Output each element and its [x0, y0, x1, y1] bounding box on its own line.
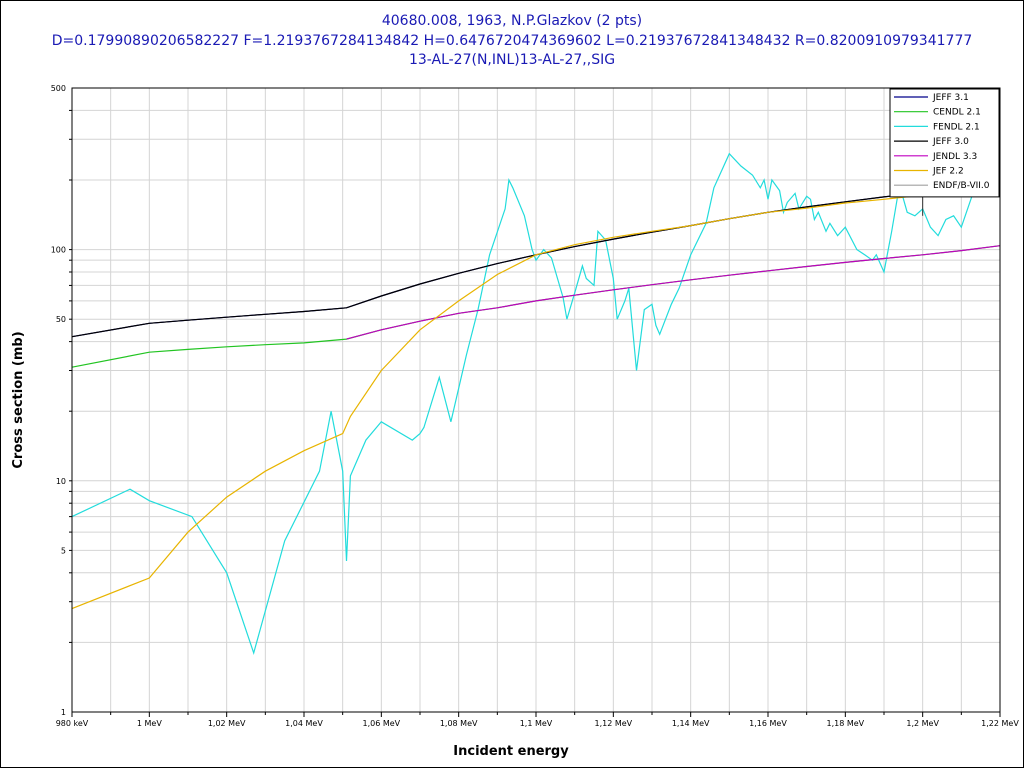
x-tick-label: 1,08 MeV: [440, 719, 478, 728]
series-line-jef-2-2: [71, 187, 1001, 610]
legend-label-jef-2-2: JEF 2.2: [932, 167, 964, 177]
legend-box: [889, 88, 1000, 198]
y-tick-label: 1: [61, 708, 66, 717]
x-tick-label: 1,14 MeV: [672, 719, 710, 728]
chart-title-line-2: D=0.17990890206582227 F=1.21937672841348…: [51, 33, 973, 49]
chart-title-line-3: 13-AL-27(N,INL)13-AL-27,,SIG: [408, 52, 616, 68]
y-tick-label: 10: [56, 477, 66, 486]
x-tick-label: 1,1 MeV: [520, 719, 553, 728]
x-tick-label: 980 keV: [56, 719, 89, 728]
legend-label-endf-b-vii-0: ENDF/B-VII.0: [933, 181, 990, 191]
x-tick-label: 1,06 MeV: [363, 719, 401, 728]
x-tick-label: 1,04 MeV: [285, 719, 323, 728]
x-tick-label: 1,02 MeV: [208, 719, 246, 728]
grid-lines: [72, 88, 1000, 712]
y-tick-label: 50: [56, 315, 66, 324]
y-tick-label: 500: [51, 84, 66, 93]
x-tick-label: 1,22 MeV: [981, 719, 1019, 728]
y-axis-title: Cross section (mb): [11, 331, 26, 468]
legend-label-cendl-2-1: CENDL 2.1: [933, 108, 981, 118]
y-tick-label: 100: [51, 246, 66, 255]
series-line-fendl-2-1: [71, 152, 974, 656]
x-axis-title: Incident energy: [453, 744, 569, 759]
x-tick-label: 1,16 MeV: [749, 719, 787, 728]
series-line-jendl-3-3: [346, 245, 1001, 340]
x-tick-label: 1 MeV: [137, 719, 162, 728]
series-line-jeff-3-0: [71, 182, 1001, 338]
legend-label-fendl-2-1: FENDL 2.1: [933, 122, 980, 132]
x-tick-label: 1,18 MeV: [827, 719, 865, 728]
x-tick-label: 1,2 MeV: [906, 719, 939, 728]
legend-label-jeff-3-0: JEFF 3.0: [932, 137, 969, 147]
legend-label-jendl-3-3: JENDL 3.3: [932, 152, 977, 162]
x-tick-label: 1,12 MeV: [595, 719, 633, 728]
y-tick-label: 5: [61, 546, 66, 555]
axis-ticks: 980 keV 1 MeV 1,02 MeV 1,04 MeV 1,06 MeV 1,08…: [51, 84, 1020, 728]
legend: JEFF 3.1 CENDL 2.1 FENDL 2.1 JEFF 3.0 JENDL …: [889, 88, 1000, 198]
legend-label-jeff-3-1: JEFF 3.1: [932, 93, 969, 103]
chart-title-line-1: 40680.008, 1963, N.P.Glazkov (2 pts): [381, 13, 643, 29]
series-lines: [71, 152, 1001, 656]
